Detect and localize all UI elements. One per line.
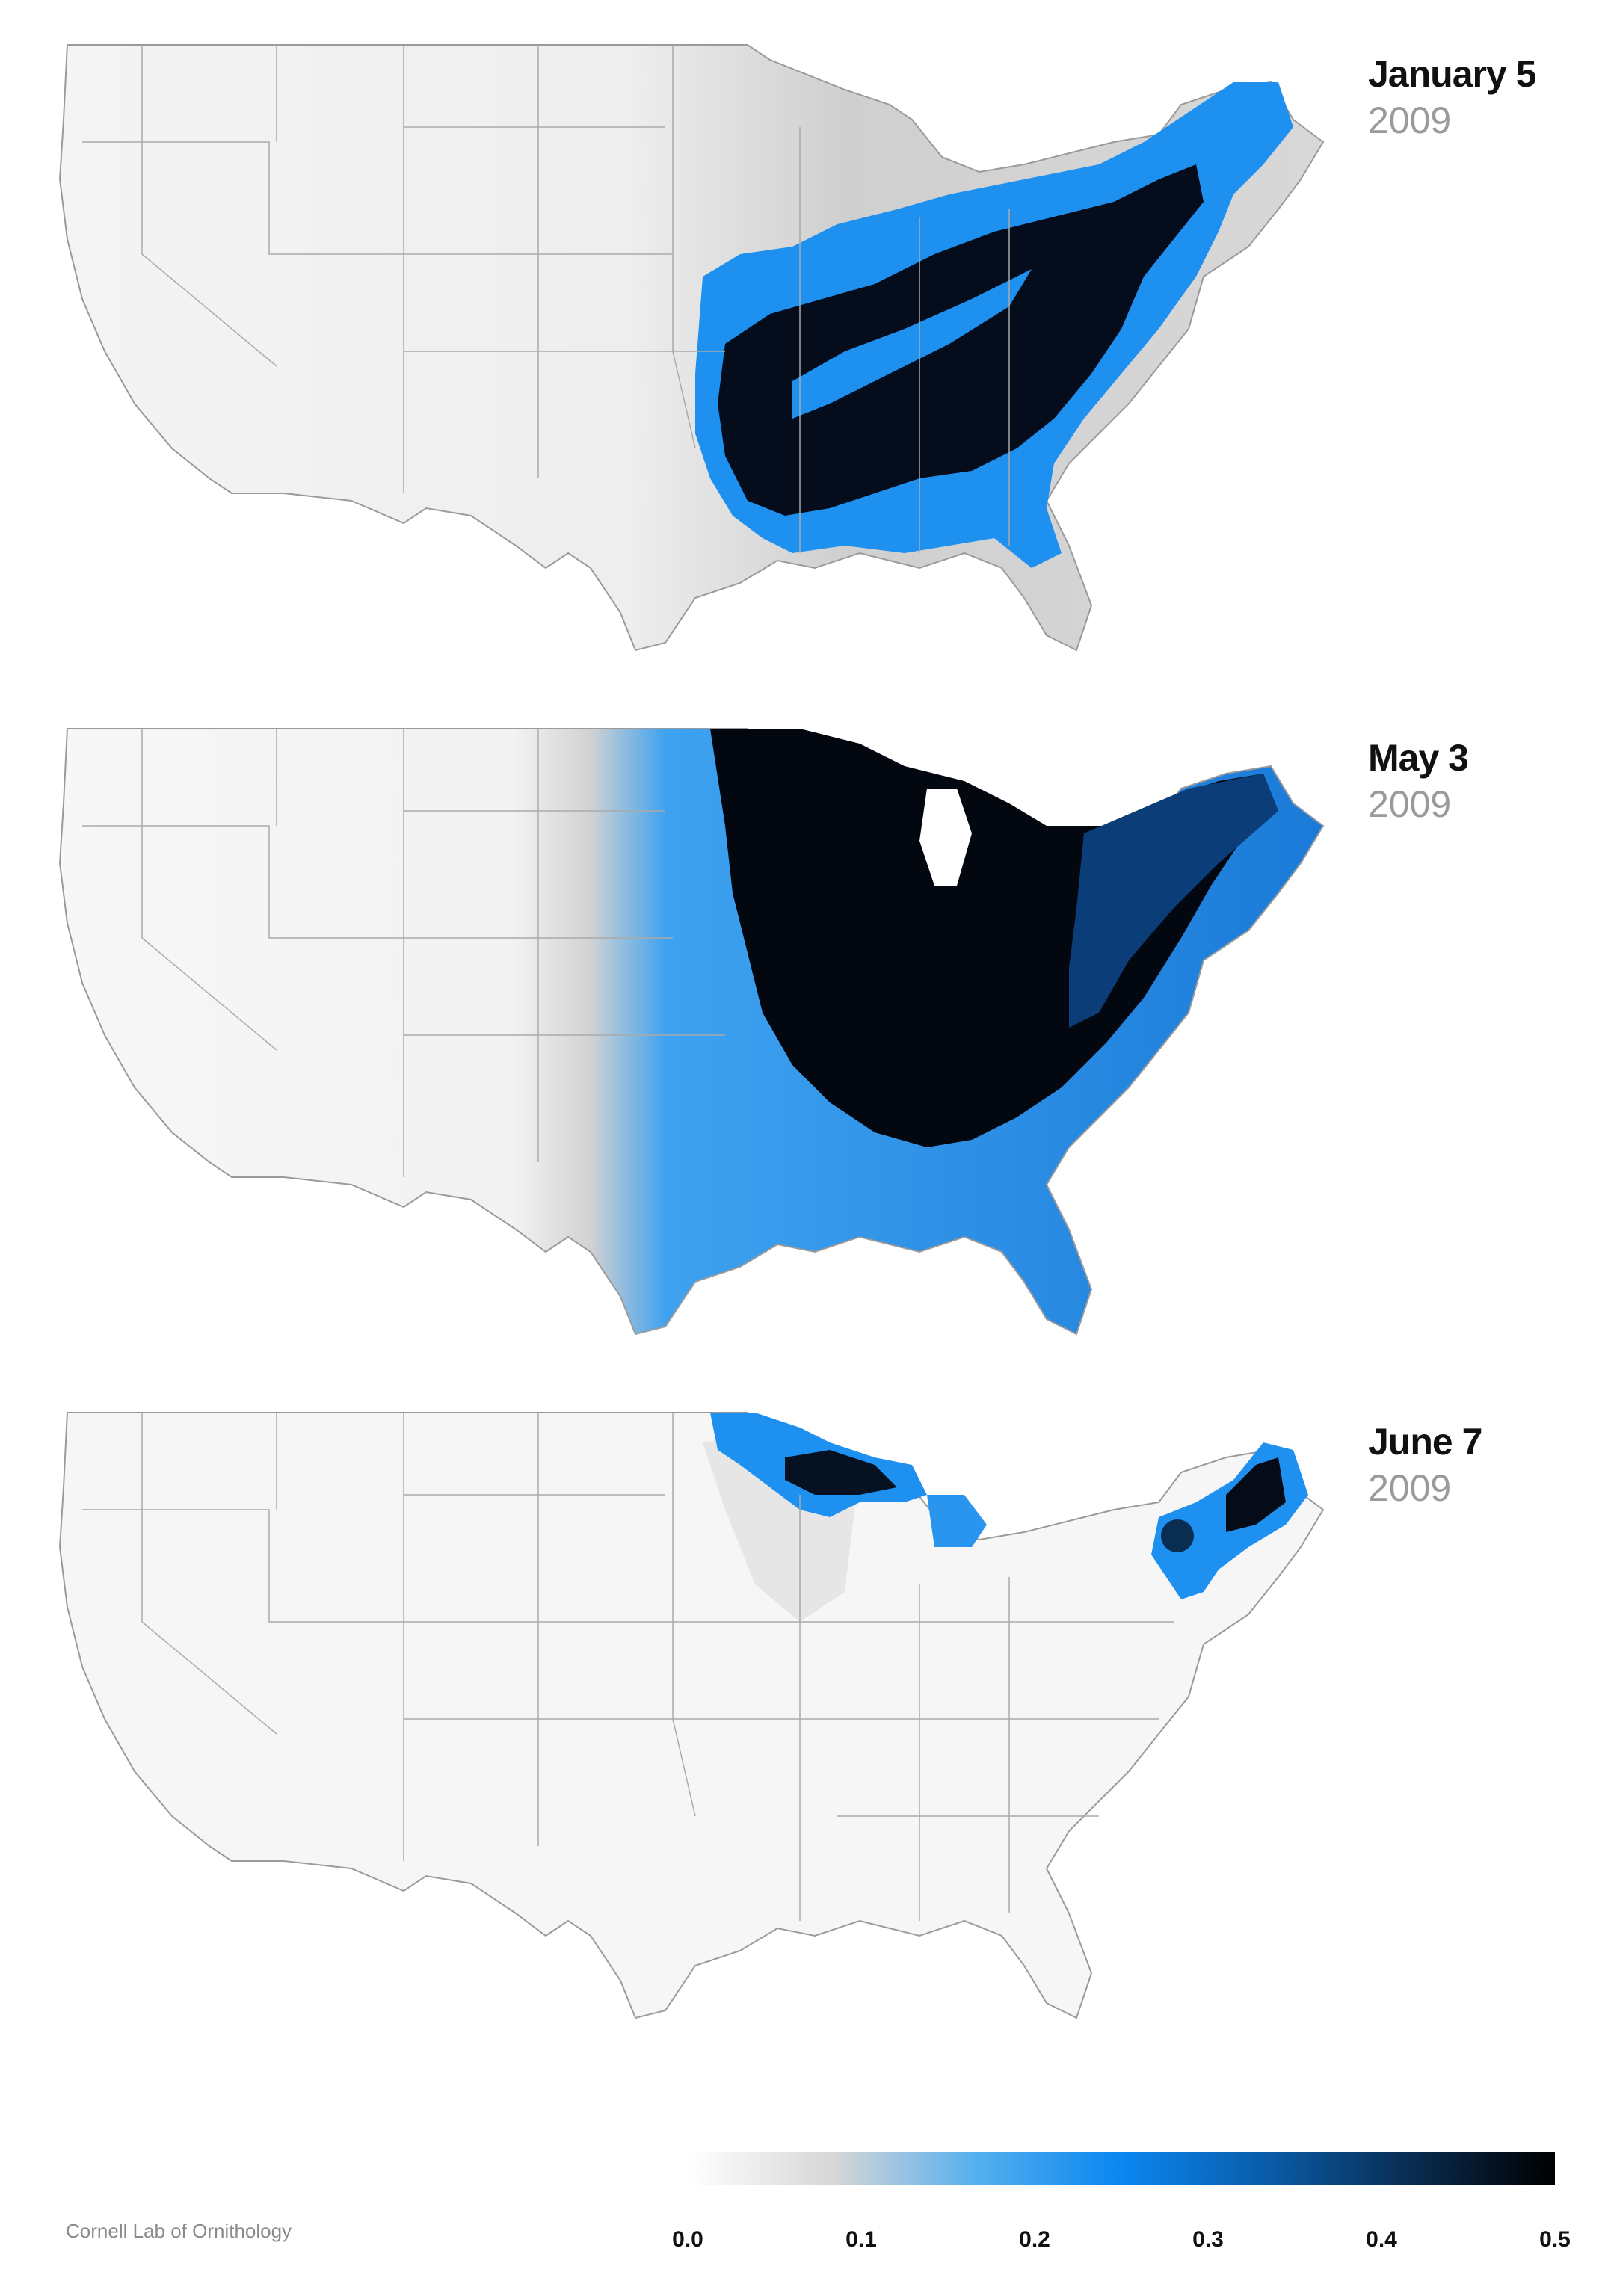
legend-tick-1: 0.1 <box>845 2227 877 2252</box>
color-legend: 0.0 0.1 0.2 0.3 0.4 0.5 <box>672 2152 1571 2252</box>
map-panel-january: January 5 2009 <box>0 30 1608 703</box>
state-borders <box>82 729 725 1177</box>
legend-tick-2: 0.2 <box>1019 2227 1050 2252</box>
year-label: 2009 <box>1368 1467 1452 1509</box>
map-panel-june: June 7 2009 <box>0 1398 1608 2070</box>
legend-tick-5: 0.5 <box>1539 2227 1571 2252</box>
legend-tick-4: 0.4 <box>1366 2227 1397 2252</box>
us-outline <box>58 1412 1325 2019</box>
state-borders <box>82 1413 1174 1921</box>
adirondack-population <box>1161 1519 1194 1552</box>
date-label: January 5 <box>1368 53 1536 95</box>
legend-tick-0: 0.0 <box>672 2227 703 2252</box>
northeast-band <box>1069 774 1278 1028</box>
year-label: 2009 <box>1368 99 1452 141</box>
date-label: June 7 <box>1368 1421 1482 1463</box>
state-borders <box>82 45 1010 553</box>
lake-michigan <box>919 789 972 886</box>
great-lakes-core <box>785 1450 897 1495</box>
legend-tick-3: 0.3 <box>1192 2227 1224 2252</box>
michigan-population <box>927 1495 987 1547</box>
high-density-area <box>718 164 1204 516</box>
map-january <box>58 44 1325 652</box>
blue-streak <box>792 269 1032 419</box>
map-may <box>58 728 1325 1336</box>
legend-color-bar <box>688 2152 1555 2185</box>
date-label: May 3 <box>1368 737 1469 779</box>
map-june <box>58 1412 1325 2019</box>
year-label: 2009 <box>1368 783 1452 825</box>
northeast-core <box>1226 1457 1286 1532</box>
map-panel-may: May 3 2009 <box>0 714 1608 1386</box>
credit-text: Cornell Lab of Ornithology <box>66 2220 292 2242</box>
